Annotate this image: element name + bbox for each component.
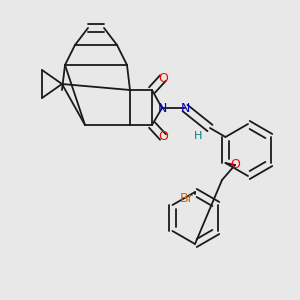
- Text: O: O: [230, 158, 240, 172]
- Text: O: O: [158, 71, 168, 85]
- Text: O: O: [158, 130, 168, 143]
- Text: Br: Br: [180, 191, 194, 205]
- Text: H: H: [194, 131, 202, 141]
- Text: N: N: [180, 101, 190, 115]
- Text: N: N: [157, 101, 167, 115]
